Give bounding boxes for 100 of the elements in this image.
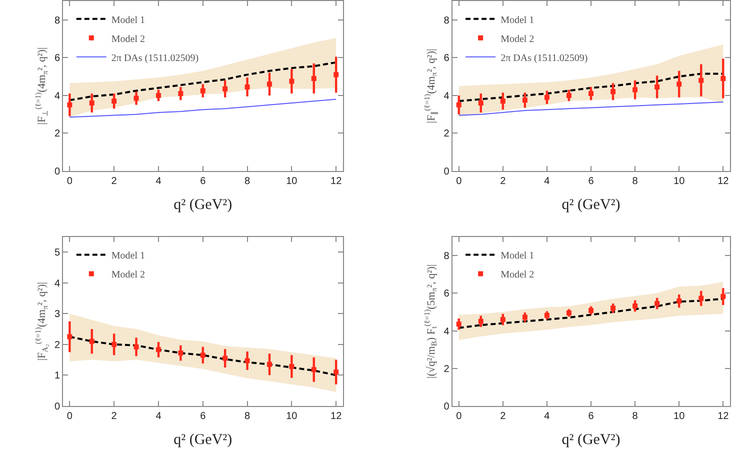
y-tick-label: 0 xyxy=(444,401,450,412)
point xyxy=(456,322,462,327)
point xyxy=(522,98,528,103)
point xyxy=(311,367,316,372)
point xyxy=(588,308,594,313)
x-tick-label: 4 xyxy=(156,410,162,422)
x-tick-label: 8 xyxy=(632,176,638,188)
y-tick-label: 2 xyxy=(54,340,60,351)
x-tick-label: 2 xyxy=(500,410,506,422)
legend-label: 2π DAs (1511.02509) xyxy=(111,52,199,64)
x-tick-label: 10 xyxy=(674,176,686,188)
point xyxy=(632,87,638,92)
x-tick-label: 10 xyxy=(286,410,298,422)
point xyxy=(654,301,660,306)
point xyxy=(334,370,339,375)
x-tick-label: 6 xyxy=(200,410,206,422)
x-tick-label: 8 xyxy=(244,176,250,188)
x-tick-label: 0 xyxy=(66,176,73,188)
point xyxy=(720,294,726,300)
point xyxy=(566,92,572,98)
legend-label: Model 2 xyxy=(500,270,534,281)
point xyxy=(244,358,250,364)
line-series xyxy=(458,102,724,116)
point xyxy=(632,303,638,308)
y-tick-label: 1 xyxy=(54,370,60,382)
y-tick-label: 0 xyxy=(444,166,450,178)
x-axis-title: q² (GeV²) xyxy=(174,197,232,214)
y-tick-label: 0 xyxy=(54,166,60,178)
point xyxy=(112,342,117,347)
x-tick-label: 8 xyxy=(632,410,638,422)
x-tick-label: 12 xyxy=(718,176,730,188)
point xyxy=(200,88,206,94)
point xyxy=(588,91,594,96)
x-axis-title: q² (GeV²) xyxy=(562,197,620,214)
point xyxy=(456,102,462,108)
point xyxy=(676,298,682,304)
y-tick-label: 2 xyxy=(444,364,450,375)
point xyxy=(67,102,72,108)
x-axis-title: q² (GeV²) xyxy=(562,432,620,448)
y-tick-label: 4 xyxy=(444,90,450,102)
point xyxy=(478,100,484,106)
x-tick-label: 2 xyxy=(111,410,118,422)
y-tick-label: 5 xyxy=(54,248,60,259)
y-tick-label: 4 xyxy=(54,90,60,102)
point xyxy=(89,338,94,344)
point xyxy=(156,92,161,98)
y-tick-label: 2 xyxy=(444,128,450,140)
legend-label: Model 2 xyxy=(111,34,145,45)
x-tick-label: 4 xyxy=(544,410,550,422)
x-tick-label: 4 xyxy=(544,176,550,188)
point xyxy=(610,89,616,94)
x-tick-label: 12 xyxy=(330,176,342,188)
x-tick-label: 8 xyxy=(244,410,250,422)
point xyxy=(698,296,704,301)
point xyxy=(698,78,704,83)
point xyxy=(334,72,339,78)
x-tick-label: 6 xyxy=(200,176,206,188)
point xyxy=(67,334,72,340)
point xyxy=(522,314,528,320)
point xyxy=(478,318,484,324)
point xyxy=(266,362,272,367)
x-tick-label: 10 xyxy=(674,410,686,422)
point xyxy=(676,82,682,87)
x-tick-label: 0 xyxy=(66,410,73,422)
line-series xyxy=(69,98,337,118)
x-tick-label: 2 xyxy=(500,176,506,188)
legend-label: Model 2 xyxy=(500,34,534,45)
legend-label: Model 1 xyxy=(111,14,145,26)
point xyxy=(134,344,139,350)
point xyxy=(544,94,550,100)
legend-label: Model 1 xyxy=(500,250,534,262)
legend-label: 2π DAs (1511.02509) xyxy=(500,52,588,64)
legend-label: Model 1 xyxy=(500,14,534,26)
point xyxy=(222,86,228,92)
x-tick-label: 2 xyxy=(111,176,118,188)
x-tick-label: 12 xyxy=(718,410,730,422)
point xyxy=(500,316,506,322)
point xyxy=(200,352,206,358)
y-tick-label: 8 xyxy=(444,15,450,26)
point xyxy=(134,96,139,101)
point xyxy=(178,350,184,356)
y-tick-label: 2 xyxy=(54,128,60,140)
x-tick-label: 6 xyxy=(588,410,594,422)
x-tick-label: 10 xyxy=(286,176,298,188)
x-tick-label: 0 xyxy=(456,410,462,422)
legend-label: Model 2 xyxy=(111,270,145,281)
x-tick-label: 12 xyxy=(330,410,342,422)
y-tick-label: 8 xyxy=(54,15,60,26)
x-tick-label: 6 xyxy=(588,176,594,188)
y-tick-label: 0 xyxy=(54,401,60,412)
point xyxy=(112,98,117,104)
point xyxy=(544,312,550,318)
point xyxy=(222,356,228,361)
point xyxy=(89,100,94,106)
x-tick-label: 0 xyxy=(456,176,462,188)
point xyxy=(311,76,316,81)
y-tick-label: 6 xyxy=(444,53,450,64)
point xyxy=(500,98,506,104)
point xyxy=(289,78,294,84)
y-tick-label: 6 xyxy=(444,288,450,300)
